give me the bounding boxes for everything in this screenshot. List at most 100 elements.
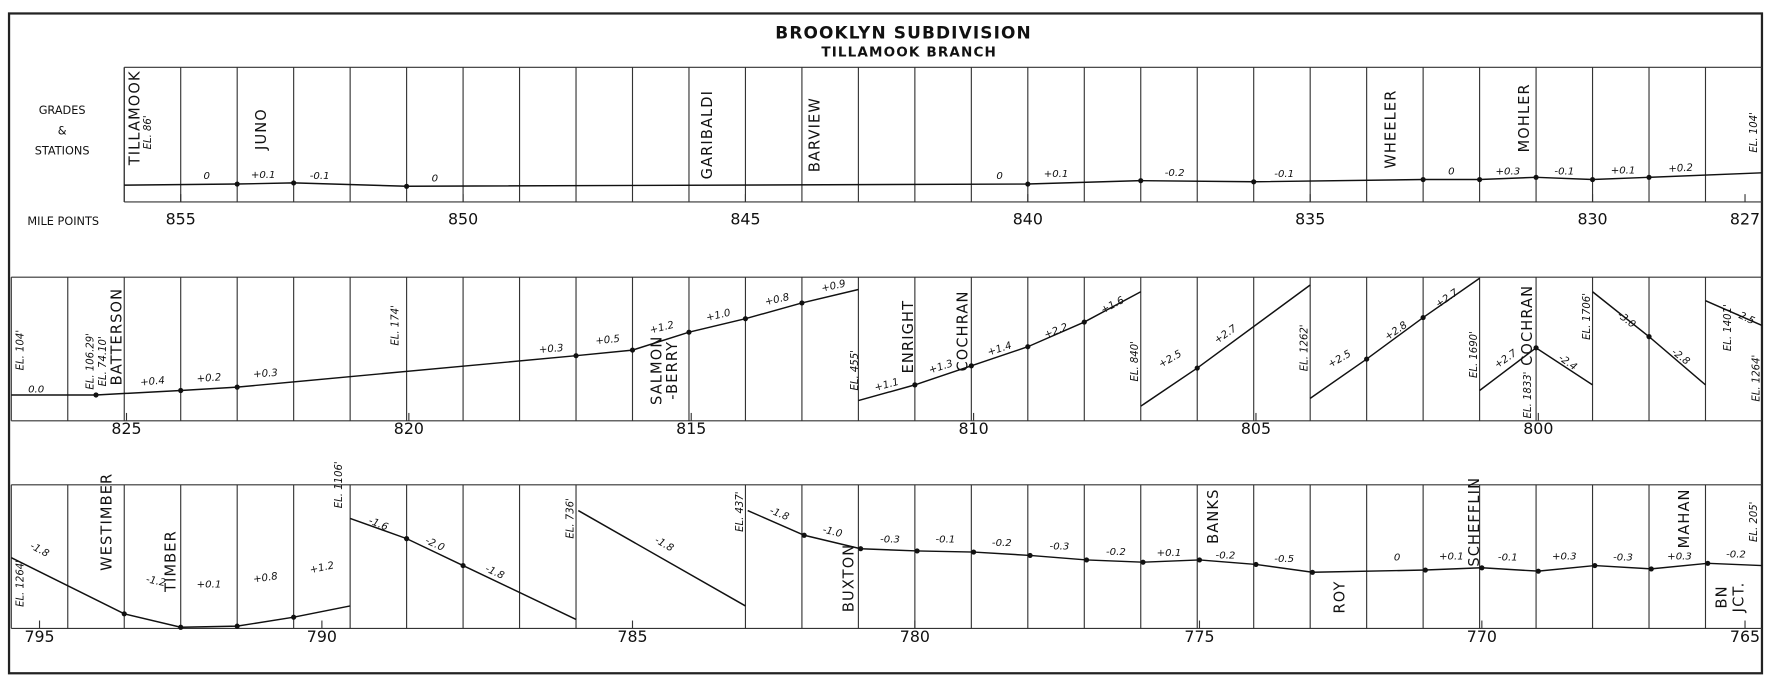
- grade: -2.8: [1669, 347, 1691, 368]
- grade: +0.3: [253, 368, 278, 381]
- grade-point: [234, 181, 240, 187]
- grade-point: [93, 392, 99, 398]
- grade-point: [1025, 181, 1031, 187]
- grade-point: [404, 183, 410, 189]
- grade: -0.1: [935, 535, 955, 546]
- grade: -2.5: [1733, 309, 1756, 327]
- mile-point: 790: [307, 627, 337, 646]
- grade: -0.1: [1498, 553, 1518, 564]
- grade: +0.4: [140, 375, 166, 388]
- station: SCHEFFLIN: [1466, 477, 1483, 567]
- station: TILLAMOOK: [127, 70, 144, 166]
- side-label: MILE POINTS: [27, 215, 99, 228]
- grade: +1.1: [873, 377, 900, 394]
- grade: +0.2: [1668, 163, 1693, 175]
- elevation: EL. 1264': [15, 560, 26, 607]
- station: JUNO: [253, 108, 270, 151]
- grade-point: [914, 548, 920, 554]
- mile-point: 795: [24, 627, 54, 646]
- profile-line: [1309, 277, 1481, 399]
- station: TIMBER: [163, 530, 180, 593]
- grade-point: [1646, 334, 1652, 340]
- border: [7, 12, 1764, 675]
- grade: +2.2: [1043, 322, 1070, 341]
- grade: -2.0: [423, 536, 446, 554]
- grade: -0.2: [992, 538, 1012, 549]
- grade-point: [1196, 557, 1203, 563]
- elevation: EL. 1401': [1723, 304, 1734, 351]
- elevation: EL. 104': [1749, 112, 1760, 152]
- elevation: EL. 174': [390, 305, 401, 345]
- elevation: EL. 86': [143, 115, 154, 149]
- grade-point: [801, 532, 807, 538]
- elevation: EL. 205': [1749, 502, 1760, 542]
- grade: -0.3: [1613, 553, 1633, 564]
- station: ROY: [1332, 580, 1349, 613]
- station: WESTIMBER: [98, 473, 115, 571]
- elevation: EL. 455': [850, 350, 861, 390]
- grade: +0.3: [1495, 167, 1520, 178]
- mile-point: 840: [1013, 209, 1043, 228]
- grade-point: [1253, 561, 1259, 568]
- grade: +2.8: [1383, 320, 1410, 343]
- grade: +0.9: [820, 279, 847, 295]
- station: GARIBALDI: [699, 90, 716, 179]
- grade-point: [629, 347, 636, 353]
- station: BUXTON: [840, 544, 857, 612]
- grade-point: [1083, 557, 1090, 563]
- grade-point: [234, 384, 240, 390]
- elevation: EL. 1833': [1523, 372, 1534, 419]
- profile-line: [1140, 284, 1311, 407]
- grade: +0.1: [1439, 552, 1464, 563]
- grade-point: [1589, 176, 1596, 183]
- grade-point: [1479, 565, 1485, 571]
- grade: +0.8: [764, 292, 791, 308]
- side-label: STATIONS: [35, 145, 90, 158]
- grade-point: [178, 624, 184, 630]
- grade: +2.7: [1493, 348, 1520, 371]
- grade: -0.3: [1050, 541, 1070, 552]
- grade-point: [234, 623, 240, 629]
- grade: 0: [432, 173, 438, 184]
- mile-point: 805: [1241, 419, 1271, 438]
- grade-point: [1309, 569, 1316, 575]
- profile-line: [349, 517, 577, 621]
- station: BN: [1713, 585, 1730, 608]
- grade: +0.1: [1157, 548, 1182, 559]
- mile-point: 820: [394, 419, 424, 438]
- grade-point: [912, 382, 918, 388]
- grade-point: [178, 387, 184, 394]
- grade: -0.2: [1165, 168, 1185, 179]
- grade-point: [1138, 178, 1144, 184]
- grade: +0.2: [196, 372, 221, 385]
- side-label: &: [58, 124, 67, 137]
- grade-point: [1251, 179, 1257, 185]
- grade-point: [799, 300, 805, 306]
- profile-line: [10, 557, 351, 628]
- grade-point: [1592, 562, 1598, 569]
- mile-point: 830: [1577, 209, 1607, 228]
- grade: -0.2: [1106, 547, 1126, 558]
- grade-point: [460, 562, 466, 569]
- grade-point: [1533, 345, 1539, 351]
- grade: +2.5: [1326, 349, 1353, 371]
- grade: -0.3: [880, 535, 900, 546]
- title: BROOKLYN SUBDIVISION: [775, 23, 1032, 43]
- grade: +0.1: [197, 580, 222, 591]
- mile-point: 845: [730, 209, 760, 228]
- mile-point: 855: [166, 209, 196, 228]
- mile-point: 827: [1730, 209, 1760, 228]
- mile-point: 810: [959, 419, 989, 438]
- mile-point: 770: [1467, 627, 1497, 646]
- grade-point: [1477, 176, 1483, 183]
- elevation: EL. 1262': [1300, 324, 1311, 371]
- grade-point: [1081, 319, 1087, 325]
- mile-point: 835: [1295, 209, 1325, 228]
- mile-point: 780: [900, 627, 930, 646]
- station: BANKS: [1205, 489, 1222, 544]
- grade-point: [1648, 566, 1654, 572]
- elevation: EL. 1264': [1751, 355, 1762, 402]
- grade: +0.3: [1552, 552, 1577, 563]
- grade-point: [968, 363, 974, 369]
